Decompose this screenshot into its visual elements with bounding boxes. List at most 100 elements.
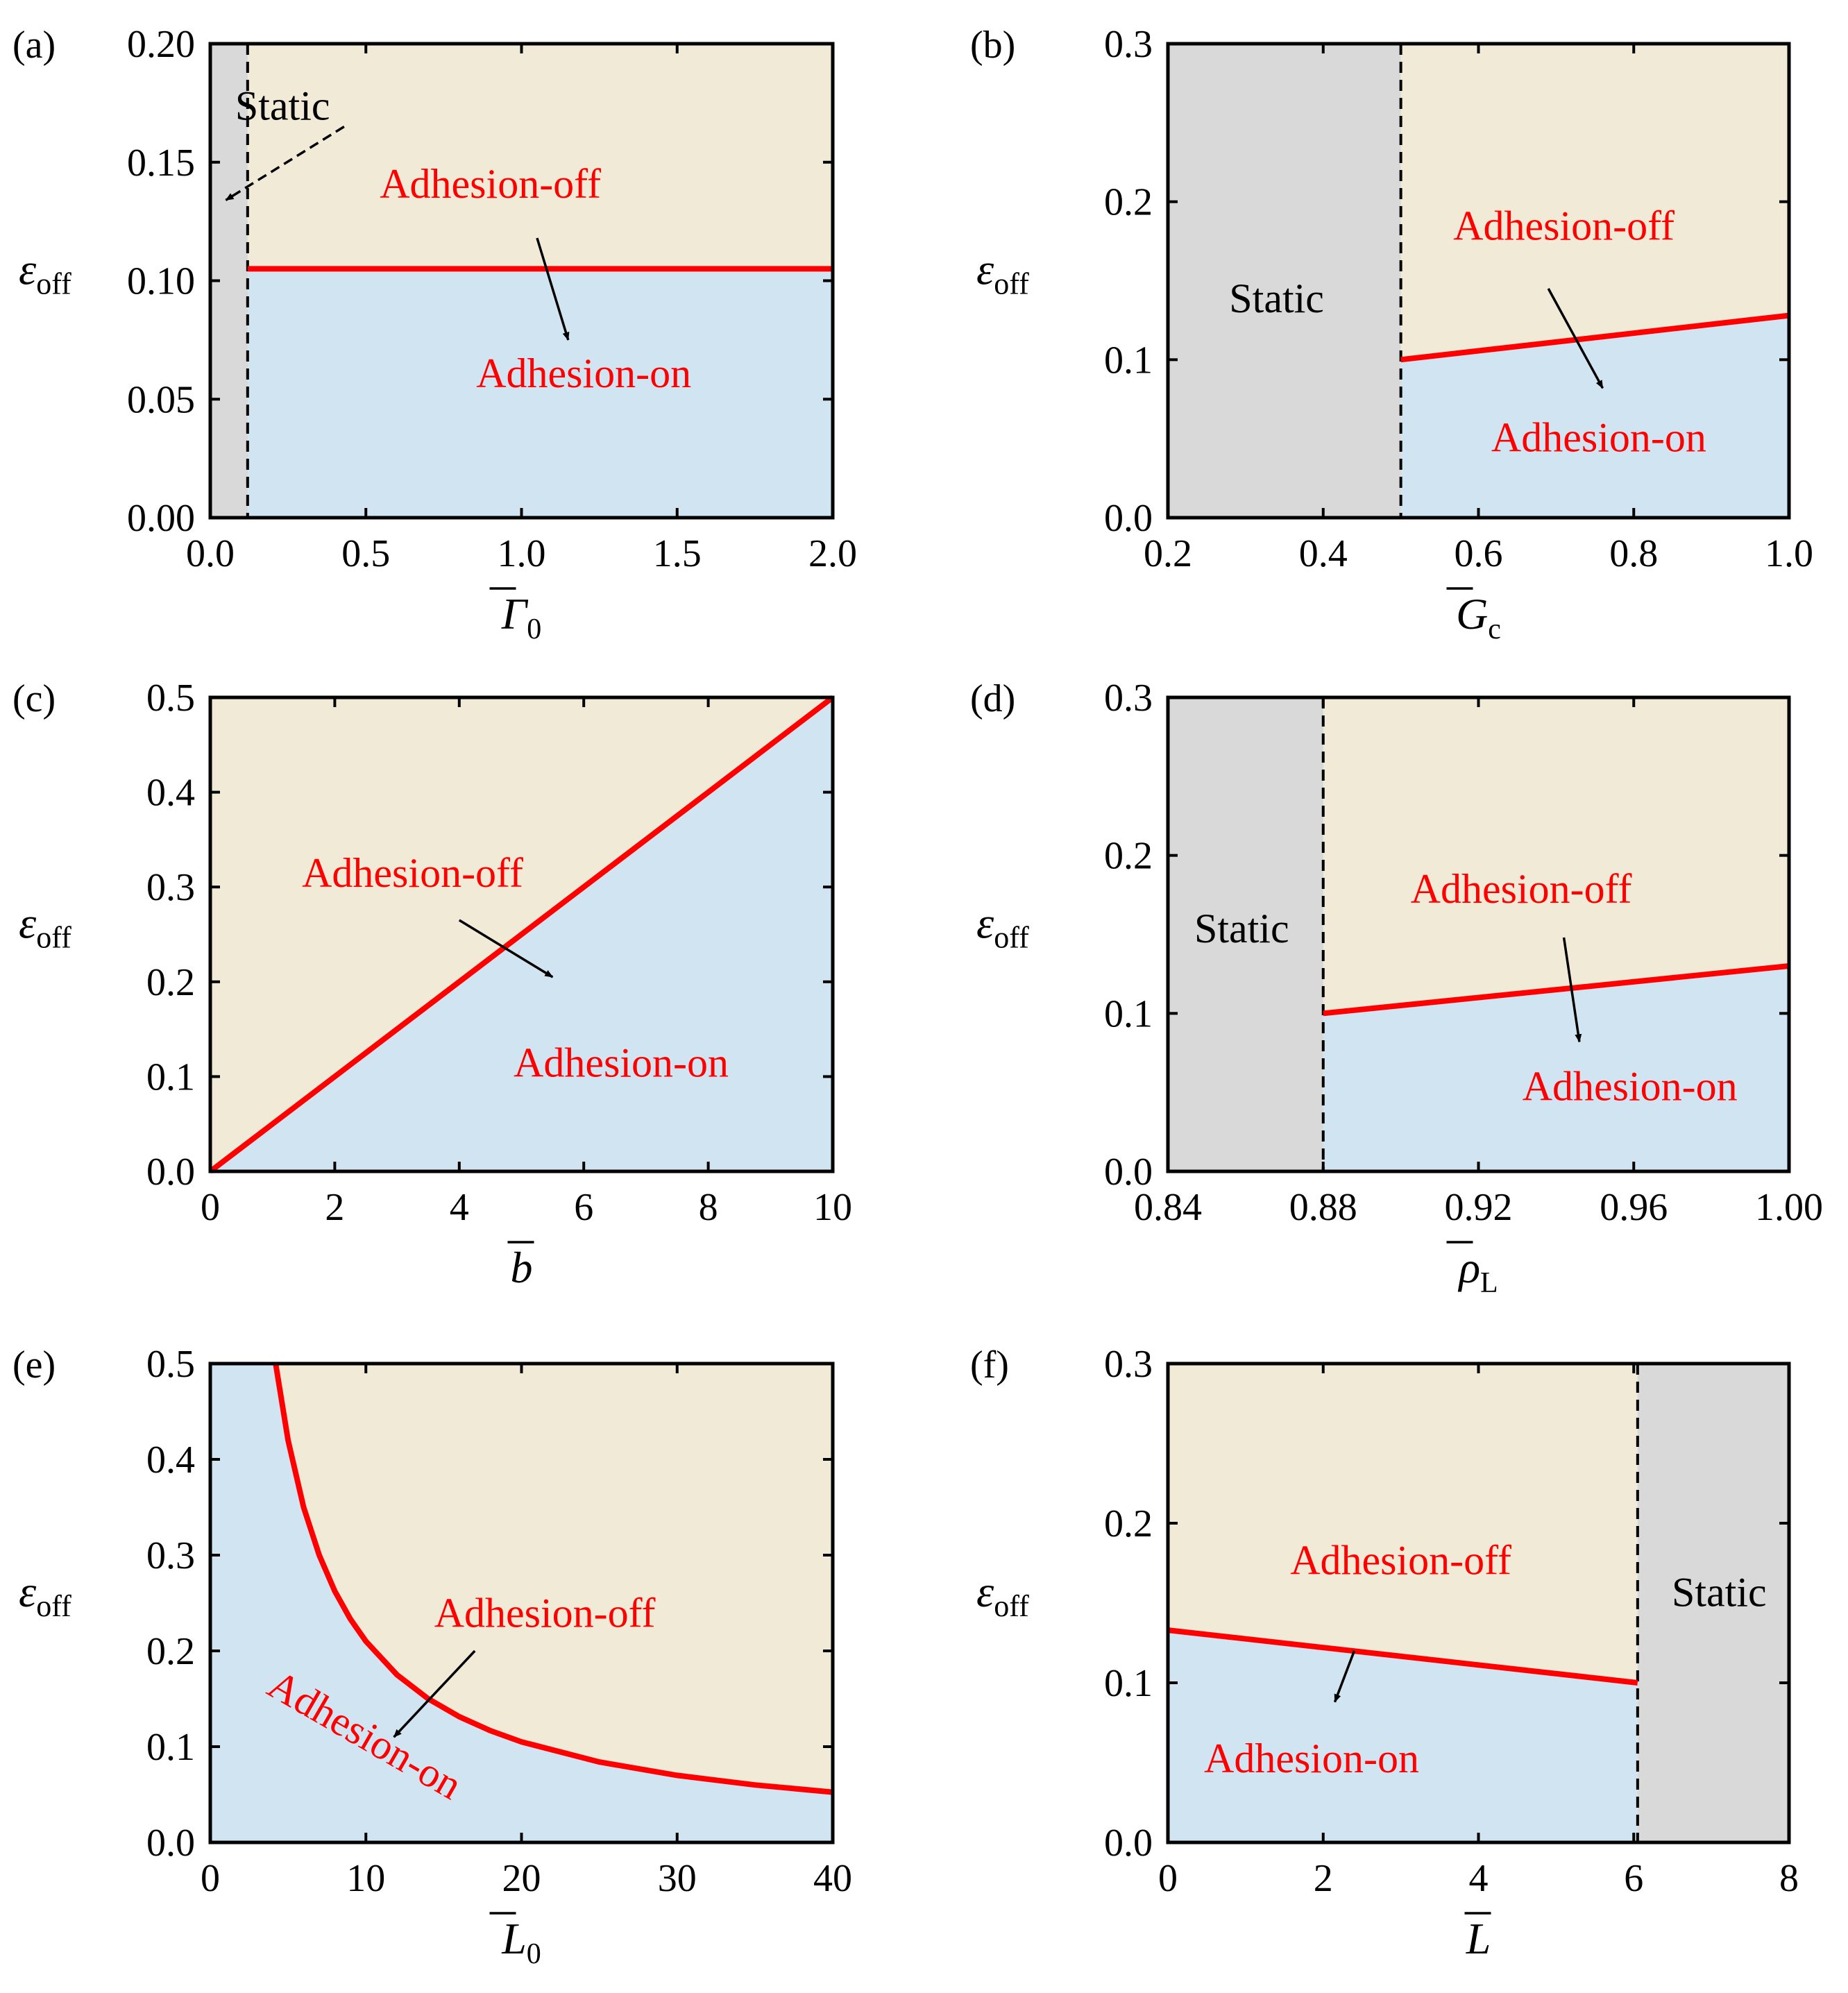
panel-e: 0 10 20 30 40 0.0 0.1 0.2 0.3 0.4 0.5 Adhesion-off… [12, 1343, 852, 1970]
panel-b-label-adhesion-on: Adhesion-on [1491, 414, 1706, 460]
panel-c-xtick-label: 10 [813, 1186, 852, 1229]
panel-b-label-adhesion-off: Adhesion-off [1453, 203, 1675, 248]
panel-d-xtick-label: 0.92 [1445, 1186, 1513, 1229]
panel-a-xtick-label: 2.0 [808, 532, 857, 575]
panel-a-annotations: Static Adhesion-off Adhesion-on [225, 83, 691, 396]
panel-e-ylabel: εoff [19, 1567, 71, 1623]
panel-c-ytick-label: 0.5 [146, 677, 195, 720]
panel-c-xtick-label: 6 [574, 1186, 593, 1229]
panel-f-ytick-label: 0.0 [1104, 1822, 1153, 1865]
panel-d-xtick-label: 0.84 [1134, 1186, 1202, 1229]
panel-a-ytick-label: 0.05 [127, 378, 195, 421]
panel-d-xtick-label: 0.88 [1289, 1186, 1357, 1229]
panel-f-boundary-layer [1167, 1364, 1639, 1842]
panel-d-arrow [1562, 937, 1582, 1043]
panel-e-off-region [275, 1364, 833, 1792]
panel-d-xtick-label: 0.96 [1600, 1186, 1668, 1229]
panel-a-ytick-label: 0.00 [127, 497, 195, 540]
panel-d-label-adhesion-off: Adhesion-off [1411, 866, 1632, 912]
panel-a-label-static: Static [235, 83, 330, 128]
panel-b-regions [1168, 44, 1789, 518]
panel-c: 0 2 4 6 8 100.00.10.20.30.40.5 Adhesion-offAd… [12, 677, 852, 1292]
panel-e-xtick-label: 30 [658, 1857, 697, 1900]
panel-e-xlabel-sub: 0 [527, 1938, 541, 1970]
panel-e-ytick-label: 0.4 [146, 1439, 195, 1482]
panel-b-xtick-label: 0.2 [1144, 532, 1192, 575]
panel-e-ytick-label: 0.3 [146, 1534, 195, 1577]
panel-b-ytick-label: 0.0 [1104, 497, 1153, 540]
panel-d-boundary-line [1323, 963, 1790, 1017]
panel-d-xlabel: ρL [1457, 1243, 1498, 1299]
panel-d-axes: 0.84 0.88 0.92 0.96 1.00 0.0 0.1 0.2 0.3 [1104, 677, 1823, 1229]
panel-a-xlabel: Γ0 [501, 589, 541, 645]
panel-b-off-region [1400, 44, 1789, 360]
panel-a-axes: 0.0 0.5 1.0 1.5 2.0 0.00 0.05 0.10 0.15 0.20 [127, 23, 857, 575]
panel-c-annotations: Adhesion-off Adhesion-on [302, 850, 729, 1085]
panel-b: 0.2 0.4 0.6 0.8 1.0 0.0 0.1 0.2 0.3 Static Adhesi… [970, 23, 1813, 645]
panel-b-label-static: Static [1229, 275, 1324, 321]
panel-f-arrow [1333, 1650, 1356, 1703]
panel-b-xlabel-main: G [1456, 589, 1488, 638]
panel-b-xtick-label: 1.0 [1765, 532, 1813, 575]
panel-f-ytick-label: 0.3 [1104, 1343, 1153, 1386]
panel-f-xtick-label: 4 [1469, 1857, 1489, 1900]
panel-e-boundary-line [273, 1363, 833, 1795]
panel-f-xtick-label: 8 [1779, 1857, 1799, 1900]
panel-e-ytick-label: 0.1 [146, 1726, 195, 1769]
panel-b-boundary-layer [1399, 44, 1790, 518]
panel-f-label-adhesion-off: Adhesion-off [1290, 1538, 1511, 1584]
panel-d-ylabel-main: ε [976, 899, 994, 948]
panel-f-annotations: Static Adhesion-off Adhesion-on [1204, 1538, 1767, 1781]
panel-a-arrow [225, 126, 345, 201]
panel-b-xtick-label: 0.4 [1299, 532, 1348, 575]
panel-e-xtick-label: 10 [346, 1857, 385, 1900]
panel-c-frame [208, 695, 835, 1173]
panel-d-ylabel: εoff [976, 899, 1029, 955]
panel-a-label: (a) [12, 24, 56, 67]
panel-c-ylabel-main: ε [19, 899, 37, 948]
panel-c-axes: 0 2 4 6 8 10 0.0 0.1 0.2 0.3 0.4 0.5 [146, 677, 852, 1229]
panel-d-xlabel-main: ρ [1457, 1243, 1480, 1292]
panel-b-xtick-label: 0.6 [1455, 532, 1503, 575]
panel-c-label-adhesion-off: Adhesion-off [302, 850, 523, 896]
panel-c-xtick-label: 2 [325, 1186, 344, 1229]
panel-d-off-region [1323, 697, 1789, 1014]
panel-c-ylabel-sub: off [36, 921, 71, 955]
panel-e-xlabel-main: L [501, 1914, 527, 1963]
panel-b-annotations: Static Adhesion-off Adhesion-on [1229, 203, 1706, 460]
panel-e-label-adhesion-off: Adhesion-off [434, 1591, 656, 1636]
panel-c-xtick-label: 0 [201, 1186, 220, 1229]
panel-d: 0.84 0.88 0.92 0.96 1.00 0.0 0.1 0.2 0.3 Static A… [970, 677, 1823, 1299]
panel-e-ylabel-sub: off [36, 1589, 71, 1623]
panel-f-ylabel: εoff [976, 1567, 1029, 1623]
panel-e-boundary-layer [273, 1363, 833, 1795]
panel-a-ytick-label: 0.10 [127, 260, 195, 303]
panel-d-ylabel-sub: off [994, 921, 1029, 955]
panel-d-ytick-label: 0.1 [1104, 992, 1153, 1035]
panel-d-ytick-label: 0.0 [1104, 1151, 1153, 1194]
panel-e-regions [210, 1364, 833, 1842]
panel-f-regions [1168, 1364, 1789, 1842]
panel-c-xlabel: b [511, 1243, 533, 1292]
panel-d-label: (d) [970, 677, 1015, 720]
panel-c-label-adhesion-on: Adhesion-on [514, 1040, 729, 1085]
panel-e-ytick-label: 0.5 [146, 1343, 195, 1386]
panel-f: 0 2 4 6 8 0.0 0.1 0.2 0.3 Static Adhesion-off Adhe… [970, 1343, 1799, 1963]
panel-f-xtick-label: 2 [1314, 1857, 1333, 1900]
panel-c-ytick-label: 0.4 [146, 772, 195, 815]
panel-f-ylabel-main: ε [976, 1567, 994, 1616]
panel-a-ytick-label: 0.15 [127, 142, 195, 185]
panel-b-ylabel-sub: off [994, 267, 1029, 301]
panel-b-arrow [1547, 288, 1604, 389]
panel-c-label: (c) [12, 677, 56, 720]
panel-b-xlabel-sub: c [1488, 613, 1501, 645]
panel-e-xlabel: L0 [501, 1914, 541, 1970]
panel-a-label-adhesion-on: Adhesion-on [476, 350, 691, 396]
panel-f-xtick-label: 0 [1158, 1857, 1178, 1900]
panel-a-xtick-label: 1.0 [498, 532, 546, 575]
panel-f-ylabel-sub: off [994, 1589, 1029, 1623]
panel-b-ytick-label: 0.1 [1104, 339, 1153, 382]
panel-f-label-static: Static [1672, 1570, 1767, 1615]
panel-e-ytick-label: 0.2 [146, 1630, 195, 1673]
